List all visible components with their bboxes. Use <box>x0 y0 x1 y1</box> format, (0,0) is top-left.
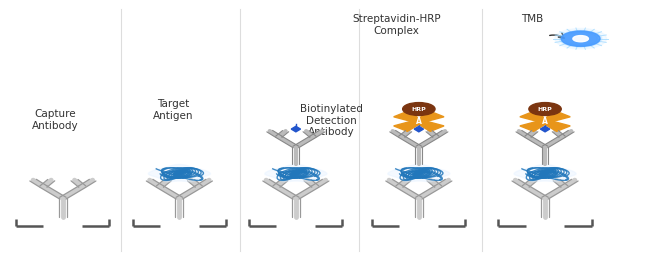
Text: A: A <box>542 116 548 126</box>
Polygon shape <box>394 120 422 131</box>
Text: Capture
Antibody: Capture Antibody <box>32 109 79 131</box>
Polygon shape <box>542 111 570 123</box>
Circle shape <box>573 36 588 42</box>
Text: HRP: HRP <box>411 107 426 112</box>
Polygon shape <box>514 164 576 182</box>
Text: TMB: TMB <box>521 14 543 24</box>
Text: A: A <box>416 116 422 126</box>
Polygon shape <box>265 164 327 182</box>
Circle shape <box>564 32 597 46</box>
Polygon shape <box>415 120 444 131</box>
Polygon shape <box>414 126 424 132</box>
Polygon shape <box>291 126 300 132</box>
Bar <box>411 118 426 125</box>
Circle shape <box>554 28 606 49</box>
Text: Streptavidin-HRP
Complex: Streptavidin-HRP Complex <box>352 14 441 36</box>
Polygon shape <box>540 126 550 132</box>
Text: Biotinylated
Detection
Antibody: Biotinylated Detection Antibody <box>300 104 363 138</box>
Circle shape <box>561 31 600 46</box>
Polygon shape <box>542 120 570 131</box>
Polygon shape <box>520 111 548 123</box>
Polygon shape <box>388 164 450 182</box>
Polygon shape <box>148 164 211 182</box>
Circle shape <box>560 30 602 47</box>
Circle shape <box>529 103 561 115</box>
Text: Target
Antigen: Target Antigen <box>153 99 193 121</box>
Circle shape <box>402 103 435 115</box>
Text: HRP: HRP <box>538 107 552 112</box>
Bar <box>538 118 552 125</box>
Polygon shape <box>394 111 422 123</box>
Polygon shape <box>520 120 548 131</box>
Polygon shape <box>415 111 444 123</box>
